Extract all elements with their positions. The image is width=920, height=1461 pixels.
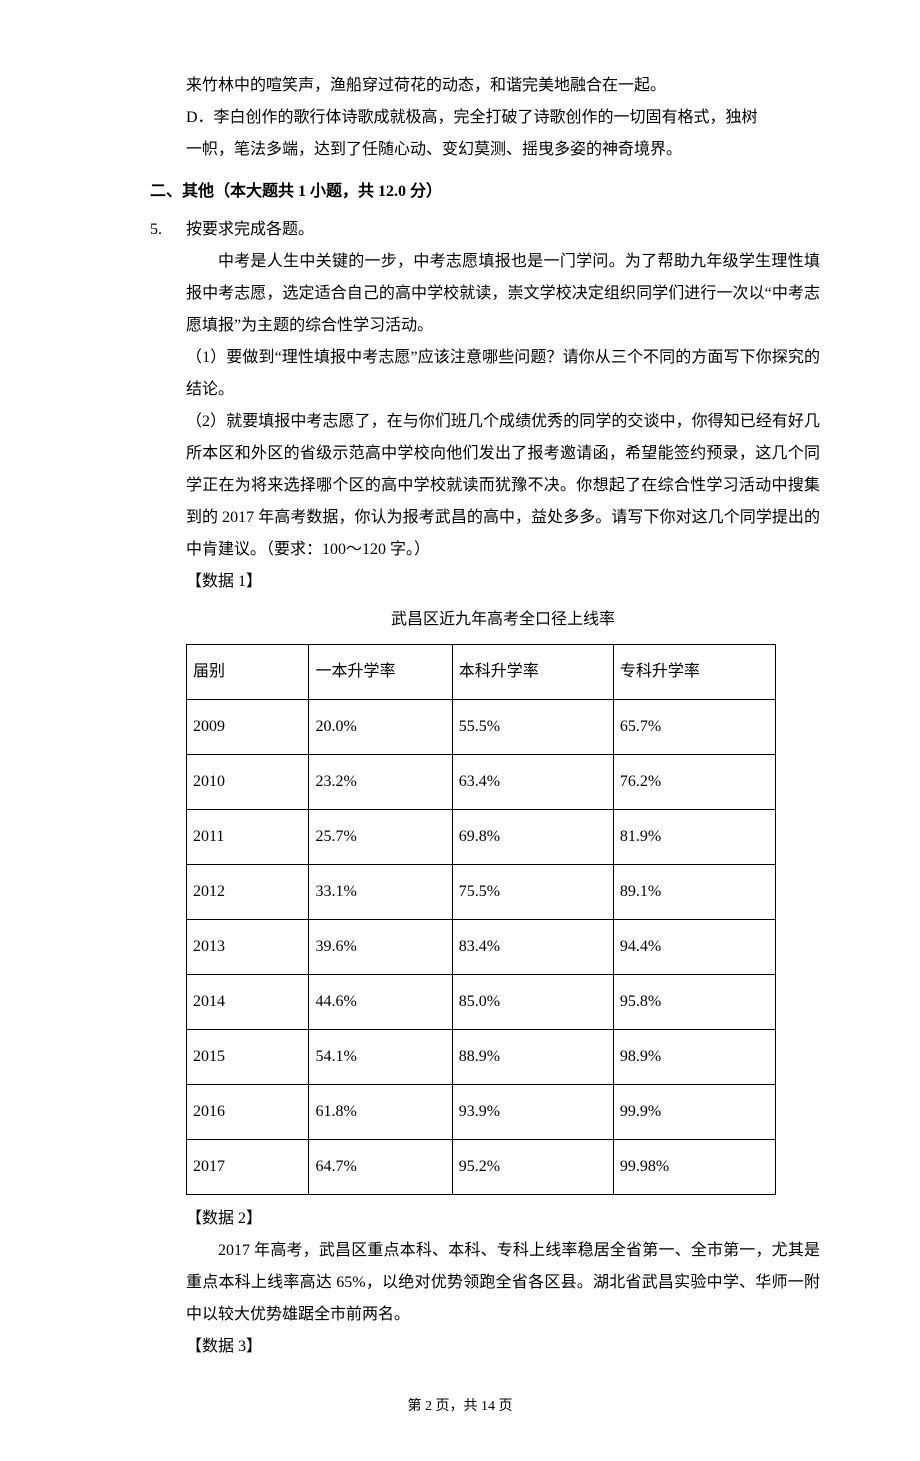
table-cell: 2016	[187, 1085, 309, 1140]
question-5: 5. 按要求完成各题。 中考是人生中关键的一步，中考志愿填报也是一门学问。为了帮…	[150, 214, 820, 1363]
table-cell: 54.1%	[309, 1030, 452, 1085]
table-cell: 23.2%	[309, 755, 452, 810]
table-cell: 2009	[187, 700, 309, 755]
table-row: 2012 33.1% 75.5% 89.1%	[187, 865, 776, 920]
table-cell: 89.1%	[613, 865, 775, 920]
table-cell: 85.0%	[452, 975, 613, 1030]
table-cell: 2013	[187, 920, 309, 975]
table-row: 2016 61.8% 93.9% 99.9%	[187, 1085, 776, 1140]
page: 来竹林中的喧笑声，渔船穿过荷花的动态，和谐完美地融合在一起。 D．李白创作的歌行…	[0, 0, 920, 1461]
q5-data-table: 届别 一本升学率 本科升学率 专科升学率 2009 20.0% 55.5% 65…	[186, 644, 776, 1195]
table-cell: 55.5%	[452, 700, 613, 755]
table-cell: 2014	[187, 975, 309, 1030]
q5-data1-label: 【数据 1】	[186, 566, 820, 598]
table-row: 2013 39.6% 83.4% 94.4%	[187, 920, 776, 975]
table-header-cell: 专科升学率	[613, 645, 775, 700]
q5-data2-text: 2017 年高考，武昌区重点本科、本科、专科上线率稳居全省第一、全市第一，尤其是…	[186, 1235, 820, 1331]
table-cell: 69.8%	[452, 810, 613, 865]
section-2-heading: 二、其他（本大题共 1 小题，共 12.0 分）	[150, 176, 820, 208]
table-cell: 76.2%	[613, 755, 775, 810]
table-cell: 83.4%	[452, 920, 613, 975]
table-cell: 75.5%	[452, 865, 613, 920]
table-cell: 2012	[187, 865, 309, 920]
table-row: 2011 25.7% 69.8% 81.9%	[187, 810, 776, 865]
table-row: 2009 20.0% 55.5% 65.7%	[187, 700, 776, 755]
table-cell: 25.7%	[309, 810, 452, 865]
table-cell: 2011	[187, 810, 309, 865]
table-cell: 44.6%	[309, 975, 452, 1030]
table-cell: 39.6%	[309, 920, 452, 975]
q5-data3-label: 【数据 3】	[186, 1331, 820, 1363]
section-2-prefix: 二、	[150, 183, 182, 200]
table-row: 2014 44.6% 85.0% 95.8%	[187, 975, 776, 1030]
table-row: 2010 23.2% 63.4% 76.2%	[187, 755, 776, 810]
option-d-line2: 一帜，笔法多端，达到了任随心动、变幻莫测、摇曳多姿的神奇境界。	[186, 134, 820, 166]
q5-table-title: 武昌区近九年高考全口径上线率	[186, 604, 820, 636]
table-cell: 99.98%	[613, 1140, 775, 1195]
q5-data2-label: 【数据 2】	[186, 1203, 820, 1235]
question-5-body: 按要求完成各题。 中考是人生中关键的一步，中考志愿填报也是一门学问。为了帮助九年…	[186, 214, 820, 1363]
q5-p3: （2）就要填报中考志愿了，在与你们班几个成绩优秀的同学的交谈中，你得知已经有好几…	[186, 406, 820, 566]
prev-option-block: 来竹林中的喧笑声，渔船穿过荷花的动态，和谐完美地融合在一起。 D．李白创作的歌行…	[186, 70, 820, 166]
table-header-cell: 一本升学率	[309, 645, 452, 700]
table-header-cell: 届别	[187, 645, 309, 700]
prev-line-cont: 来竹林中的喧笑声，渔船穿过荷花的动态，和谐完美地融合在一起。	[186, 70, 820, 102]
table-cell: 20.0%	[309, 700, 452, 755]
q5-lead: 按要求完成各题。	[186, 214, 820, 246]
table-cell: 2015	[187, 1030, 309, 1085]
table-row: 2015 54.1% 88.9% 98.9%	[187, 1030, 776, 1085]
table-cell: 81.9%	[613, 810, 775, 865]
table-cell: 95.8%	[613, 975, 775, 1030]
page-footer: 第 2 页，共 14 页	[100, 1393, 820, 1421]
table-cell: 65.7%	[613, 700, 775, 755]
table-cell: 61.8%	[309, 1085, 452, 1140]
table-cell: 64.7%	[309, 1140, 452, 1195]
option-d-line1: D．李白创作的歌行体诗歌成就极高，完全打破了诗歌创作的一切固有格式，独树	[186, 102, 820, 134]
table-cell: 88.9%	[452, 1030, 613, 1085]
table-cell: 33.1%	[309, 865, 452, 920]
table-cell: 95.2%	[452, 1140, 613, 1195]
table-cell: 93.9%	[452, 1085, 613, 1140]
q5-p1: 中考是人生中关键的一步，中考志愿填报也是一门学问。为了帮助九年级学生理性填报中考…	[186, 246, 820, 342]
table-header-cell: 本科升学率	[452, 645, 613, 700]
q5-p2: （1）要做到“理性填报中考志愿”应该注意哪些问题？请你从三个不同的方面写下你探究…	[186, 342, 820, 406]
table-cell: 98.9%	[613, 1030, 775, 1085]
question-5-number: 5.	[150, 214, 186, 246]
table-row: 2017 64.7% 95.2% 99.98%	[187, 1140, 776, 1195]
table-cell: 99.9%	[613, 1085, 775, 1140]
table-cell: 63.4%	[452, 755, 613, 810]
section-2-title: 其他（本大题共 1 小题，共 12.0 分）	[182, 183, 442, 200]
table-row: 届别 一本升学率 本科升学率 专科升学率	[187, 645, 776, 700]
table-cell: 94.4%	[613, 920, 775, 975]
table-cell: 2017	[187, 1140, 309, 1195]
table-cell: 2010	[187, 755, 309, 810]
